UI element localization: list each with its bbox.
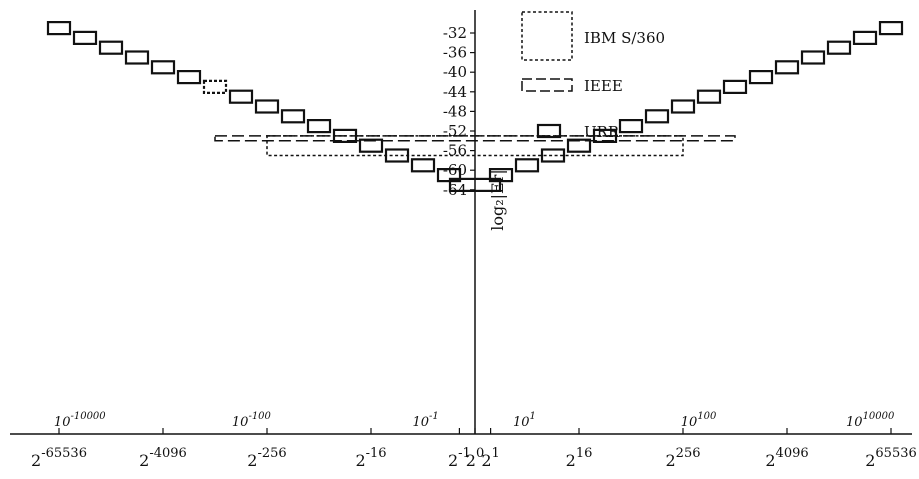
x-tick-label: 2-4096 <box>139 446 187 470</box>
decimal-tick-label: 10100 <box>681 411 717 430</box>
legend: IBM S/360 IEEE URR <box>521 11 665 141</box>
urr-box <box>852 30 878 45</box>
y-tick-label: -64 <box>443 181 467 199</box>
legend-label-ieee: IEEE <box>584 77 623 95</box>
urr-box <box>98 40 124 55</box>
urr-box <box>618 118 644 134</box>
legend-swatch-ibm <box>521 11 573 61</box>
urr-box <box>124 50 150 65</box>
urr-box <box>592 128 618 143</box>
urr-box <box>448 177 502 192</box>
urr-box <box>176 69 202 85</box>
urr-box <box>696 89 722 104</box>
x-tick-label: 2256 <box>665 446 700 470</box>
urr-box <box>358 138 384 153</box>
urr-box <box>800 50 826 65</box>
x-tick-label: 2-256 <box>247 446 286 470</box>
y-tick-label: -52 <box>443 122 467 140</box>
y-tick-label: -60 <box>443 161 467 179</box>
urr-box <box>826 40 852 55</box>
x-tick-label: 265536 <box>865 446 917 470</box>
urr-box <box>748 69 774 85</box>
x-tick-label: 2-1 <box>448 446 471 470</box>
urr-box <box>332 128 358 143</box>
x-tick-label: 2-65536 <box>31 446 87 470</box>
y-axis-label: log₂|Er| <box>488 169 507 231</box>
y-tick-label: -36 <box>443 44 467 62</box>
legend-label-ibm: IBM S/360 <box>584 29 665 47</box>
decimal-tick-label: 1010000 <box>846 411 895 430</box>
legend-swatch-urr <box>536 123 562 139</box>
urr-box <box>566 138 592 153</box>
decimal-tick-label: 10-100 <box>232 411 272 430</box>
urr-box <box>384 148 410 163</box>
urr-box <box>72 30 98 45</box>
urr-box <box>644 109 670 124</box>
urr-box <box>514 158 540 173</box>
y-tick-label: -32 <box>443 24 467 42</box>
urr-box <box>280 109 306 124</box>
urr-box <box>878 21 904 36</box>
x-tick-label: 24096 <box>765 446 808 470</box>
y-tick-label: -48 <box>443 102 467 120</box>
x-tick-label: 2-16 <box>355 446 386 470</box>
urr-box <box>202 79 228 95</box>
ibm-s360-region <box>266 135 684 157</box>
urr-boxes <box>46 21 904 192</box>
decimal-tick-label: 10-1 <box>412 411 438 430</box>
legend-swatch-ieee <box>521 78 573 92</box>
axes <box>10 10 912 435</box>
ieee-region <box>214 135 736 142</box>
y-ticks: -32 -36-40 -44-48 -52 -56-60 -64 <box>443 24 475 199</box>
urr-box <box>540 148 566 163</box>
x-tick-label: 20 <box>466 446 484 470</box>
urr-box <box>306 118 332 134</box>
decimal-tick-label: 10-10000 <box>54 411 106 430</box>
urr-box <box>670 99 696 114</box>
regions <box>214 135 736 157</box>
urr-box <box>488 168 514 183</box>
y-tick-label: -44 <box>443 83 467 101</box>
urr-box <box>410 158 436 173</box>
y-tick-label: -40 <box>443 63 467 81</box>
urr-box <box>228 89 254 104</box>
urr-box <box>150 60 176 75</box>
legend-label-urr: URR <box>584 123 620 141</box>
x-tick-label: 216 <box>566 446 593 470</box>
decimal-tick-label: 101 <box>513 411 536 430</box>
x-tick-label: 21 <box>481 446 499 470</box>
urr-box <box>254 99 280 114</box>
urr-box <box>774 60 800 75</box>
urr-box <box>722 79 748 95</box>
y-tick-label: -56 <box>443 142 467 160</box>
decimal-ticks: 10-10000 10-100 10-1 101 10100 1010000 <box>54 411 895 430</box>
urr-box <box>46 21 72 36</box>
